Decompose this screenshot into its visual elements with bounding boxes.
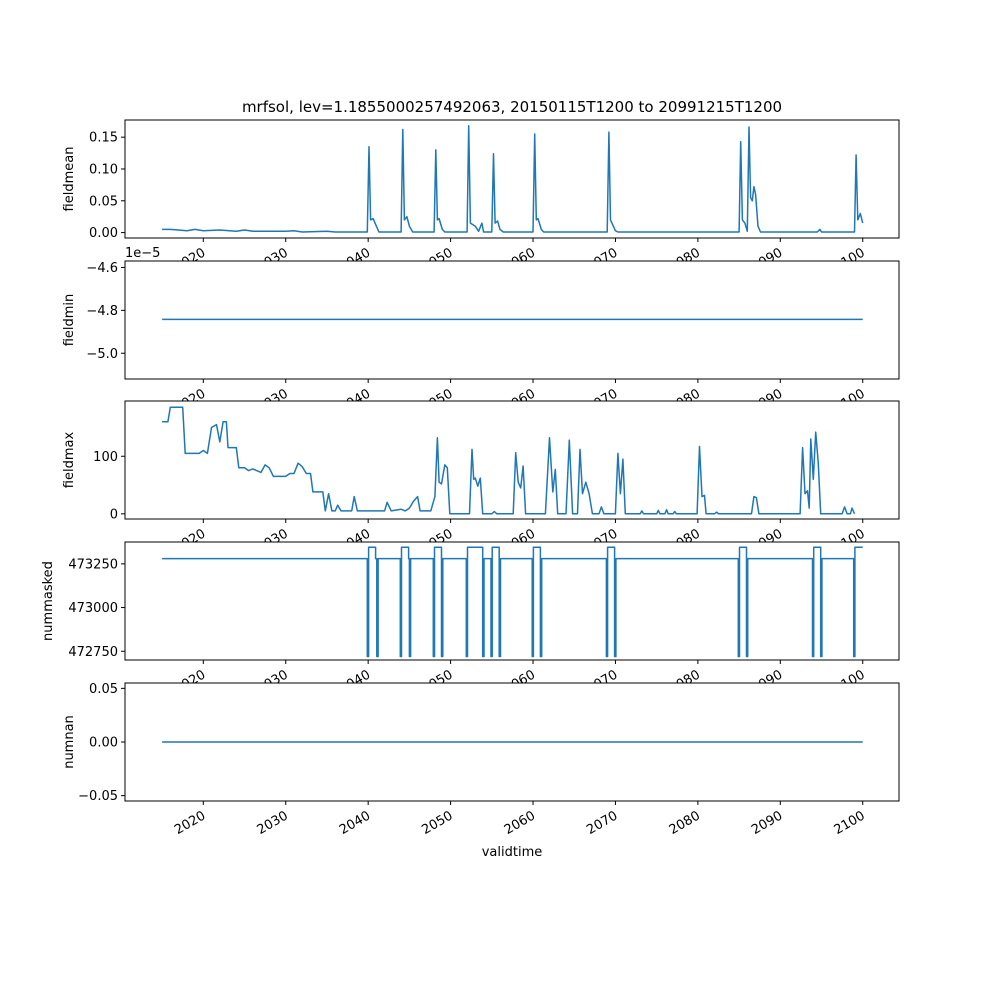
series-line-nummasked <box>162 546 863 658</box>
y-axis-label: nummasked <box>41 561 56 641</box>
plot-area <box>125 120 899 238</box>
plot-area <box>125 401 899 519</box>
y-offset-text: 1e−5 <box>125 246 160 261</box>
y-tick-label: 472750 <box>68 645 118 660</box>
series-line-fieldmax <box>162 406 856 515</box>
y-tick-label: −4.6 <box>86 261 118 276</box>
y-axis-label: fieldmax <box>62 432 77 489</box>
y-tick-label: 0.15 <box>89 131 118 146</box>
x-axis-label: validtime <box>482 845 543 860</box>
y-tick-label: 0.05 <box>89 194 118 209</box>
y-tick-label: −5.0 <box>86 347 118 362</box>
axes-frame <box>124 541 900 661</box>
y-tick-label: 0 <box>110 507 118 522</box>
axes-frame <box>124 260 900 380</box>
y-axis-label: fieldmean <box>62 147 77 212</box>
plot-area <box>125 542 899 660</box>
y-tick-label: −0.05 <box>78 789 118 804</box>
y-axis-label: fieldmin <box>62 294 77 347</box>
y-tick-label: 0.05 <box>89 682 118 697</box>
y-tick-label: 473000 <box>68 601 118 616</box>
chart-title: mrfsol, lev=1.1855000257492063, 20150115… <box>242 98 782 116</box>
series-line-fieldmean <box>162 124 864 233</box>
y-tick-label: 100 <box>93 450 118 465</box>
axes-frame <box>124 119 900 239</box>
axes-frame <box>124 400 900 520</box>
y-tick-label: 0.00 <box>89 736 118 751</box>
y-tick-label: 473250 <box>68 557 118 572</box>
y-tick-label: −4.8 <box>86 304 118 319</box>
y-tick-label: 0.00 <box>89 226 118 241</box>
y-tick-label: 0.10 <box>89 162 118 177</box>
y-axis-label: numnan <box>62 715 77 769</box>
